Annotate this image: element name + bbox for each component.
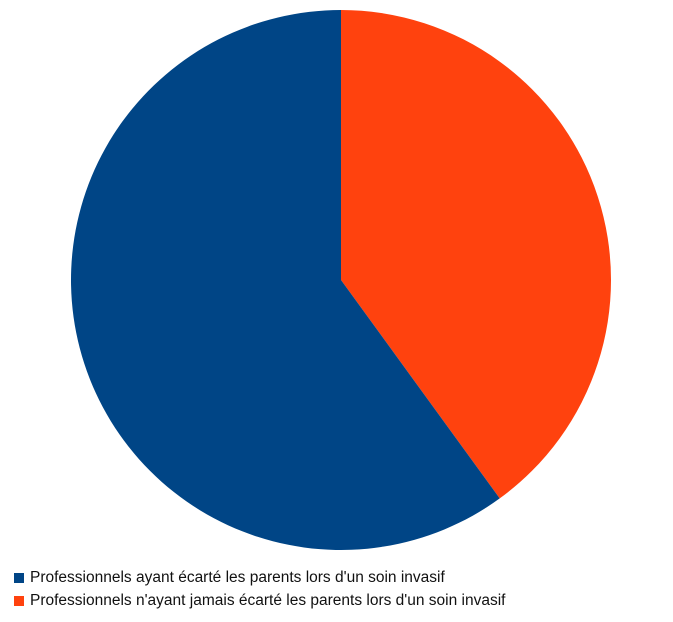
pie-slice-1: [70, 10, 500, 550]
legend-label-jamais-ecarte: Professionnels n'ayant jamais écarté les…: [30, 591, 506, 609]
pie-slices: [70, 10, 612, 550]
legend-item-jamais-ecarte: Professionnels n'ayant jamais écarté les…: [14, 589, 669, 612]
legend: Professionnels ayant écarté les parents …: [14, 566, 669, 612]
legend-swatch-ayant-ecarte: [14, 572, 24, 583]
legend-swatch-jamais-ecarte: [14, 595, 24, 606]
legend-item-ayant-ecarte: Professionnels ayant écarté les parents …: [14, 566, 669, 589]
pie-chart: [70, 10, 612, 550]
legend-label-ayant-ecarte: Professionnels ayant écarté les parents …: [30, 568, 445, 586]
pie-slice-0: [341, 10, 612, 499]
